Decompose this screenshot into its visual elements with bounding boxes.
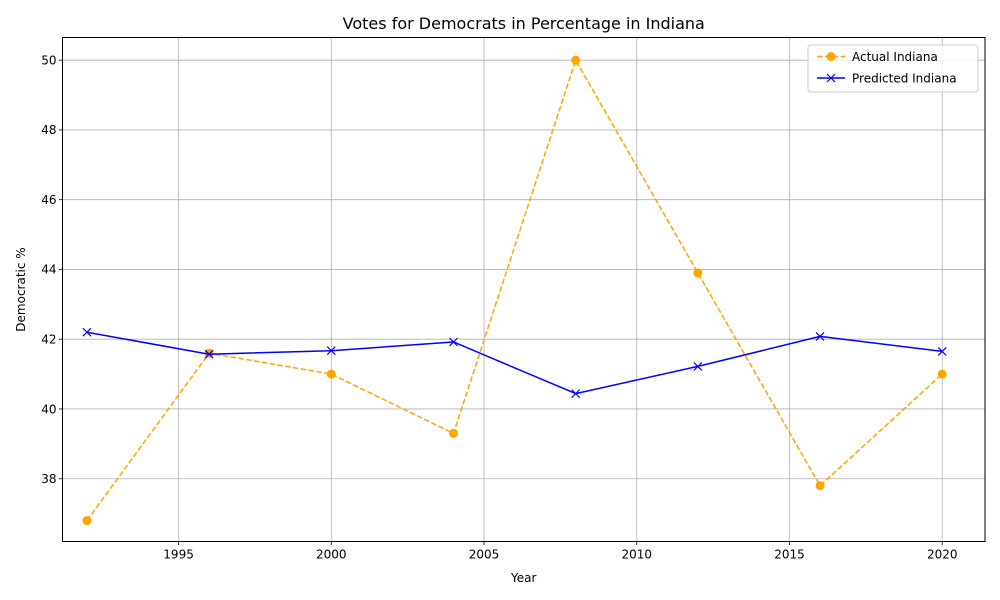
series-layer bbox=[82, 55, 947, 526]
y-tick-label: 40 bbox=[41, 402, 56, 416]
x-tick-label: 2000 bbox=[316, 548, 347, 562]
marker-stroke bbox=[204, 349, 214, 359]
data-point-actual-indiana bbox=[82, 516, 92, 526]
data-point-actual-indiana bbox=[448, 428, 458, 438]
legend-box bbox=[807, 44, 979, 93]
data-point-predicted-indiana bbox=[326, 346, 336, 356]
marker-stroke bbox=[571, 389, 581, 399]
x-axis-label: Year bbox=[510, 571, 536, 585]
y-tick-label: 44 bbox=[41, 263, 56, 277]
x-tick-label: 2010 bbox=[621, 548, 652, 562]
legend: Actual Indiana Predicted Indiana bbox=[807, 44, 979, 93]
chart-title: Votes for Democrats in Percentage in Ind… bbox=[343, 14, 705, 33]
data-point-predicted-indiana bbox=[937, 346, 947, 356]
x-tick-label: 2020 bbox=[927, 548, 958, 562]
y-axis-label: Democratic % bbox=[14, 247, 28, 331]
marker-stroke bbox=[815, 331, 825, 341]
data-point-actual-indiana bbox=[937, 369, 947, 379]
series-line-predicted-indiana bbox=[86, 331, 943, 395]
legend-marker bbox=[826, 73, 836, 83]
data-point-predicted-indiana bbox=[571, 389, 581, 399]
series-predicted-indiana bbox=[82, 327, 947, 399]
marker-stroke bbox=[326, 346, 336, 356]
data-point-predicted-indiana bbox=[815, 331, 825, 341]
x-tick-label: 2015 bbox=[774, 548, 805, 562]
y-tick-label: 48 bbox=[41, 123, 56, 137]
plot-frame bbox=[62, 37, 986, 542]
marker-stroke bbox=[449, 337, 458, 347]
legend-marker bbox=[826, 52, 836, 61]
y-tick-label: 46 bbox=[41, 193, 56, 207]
x-tick-label: 1995 bbox=[163, 548, 194, 562]
marker-stroke bbox=[937, 346, 947, 356]
axis-ticks: 1995 2000 2005 2010 2015 2020 38 40 42 44 46 48 50 bbox=[41, 53, 957, 561]
data-point-actual-indiana bbox=[326, 369, 336, 379]
data-point-predicted-indiana bbox=[204, 349, 214, 359]
data-point-predicted-indiana bbox=[82, 327, 92, 337]
marker-stroke bbox=[693, 361, 703, 371]
y-tick-label: 50 bbox=[41, 53, 56, 67]
legend-label: Actual Indiana bbox=[852, 50, 938, 64]
y-tick-label: 38 bbox=[41, 472, 56, 486]
legend-entry-actual-indiana: Actual Indiana bbox=[817, 50, 938, 64]
legend-entry-predicted-indiana: Predicted Indiana bbox=[817, 71, 957, 85]
marker-stroke bbox=[82, 327, 92, 337]
x-tick-label: 2005 bbox=[469, 548, 500, 562]
series-actual-indiana bbox=[82, 55, 947, 526]
marker-stroke bbox=[826, 73, 836, 83]
plot-background bbox=[62, 37, 985, 542]
y-tick-label: 42 bbox=[41, 333, 56, 347]
data-point-actual-indiana bbox=[815, 481, 825, 491]
data-point-actual-indiana bbox=[693, 268, 703, 278]
legend-label: Predicted Indiana bbox=[852, 71, 957, 85]
data-point-predicted-indiana bbox=[693, 361, 703, 371]
data-point-predicted-indiana bbox=[449, 337, 458, 347]
data-point-actual-indiana bbox=[571, 55, 581, 65]
